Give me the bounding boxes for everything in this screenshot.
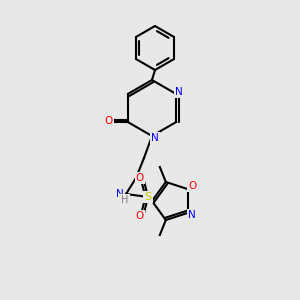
Text: N: N [116,189,124,199]
Text: O: O [188,181,196,191]
Text: N: N [151,133,159,143]
Text: N: N [176,87,183,97]
Text: S: S [144,192,152,202]
Text: O: O [136,211,144,221]
Text: H: H [121,195,129,205]
Text: N: N [188,210,196,220]
Text: O: O [105,116,113,126]
Text: O: O [136,173,144,183]
